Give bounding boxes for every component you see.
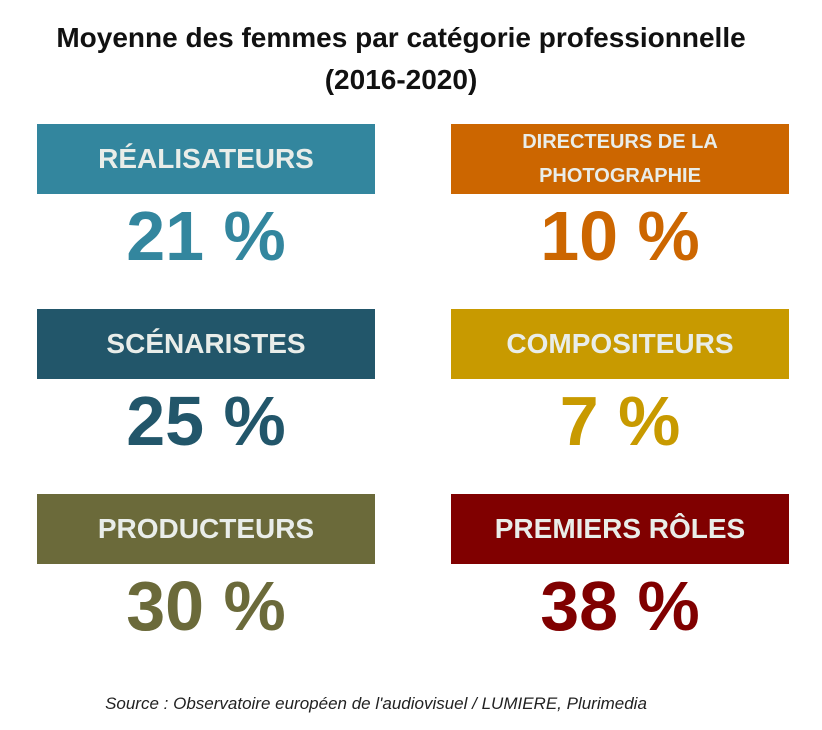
value-premiers-roles: 38 %: [540, 567, 700, 645]
chart-title-line1: Moyenne des femmes par catégorie profess…: [56, 22, 746, 53]
value-compositeurs: 7 %: [559, 382, 681, 460]
value-scenaristes: 25 %: [126, 382, 286, 460]
label-compositeurs: COMPOSITEURS: [451, 309, 789, 379]
label-premiers-roles: PREMIERS RÔLES: [451, 494, 789, 564]
label-scenaristes: SCÉNARISTES: [37, 309, 375, 379]
source-note: Source : Observatoire européen de l'audi…: [105, 694, 647, 713]
value-realisateurs: 21 %: [126, 197, 286, 275]
label-directeurs-photographie: DIRECTEURS DE LA PHOTOGRAPHIE: [451, 124, 789, 194]
value-producteurs: 30 %: [126, 567, 286, 645]
value-directeurs-photographie: 10 %: [540, 197, 700, 275]
label-realisateurs: RÉALISATEURS: [37, 124, 375, 194]
chart-title-line2: (2016-2020): [324, 64, 478, 95]
label-producteurs: PRODUCTEURS: [37, 494, 375, 564]
